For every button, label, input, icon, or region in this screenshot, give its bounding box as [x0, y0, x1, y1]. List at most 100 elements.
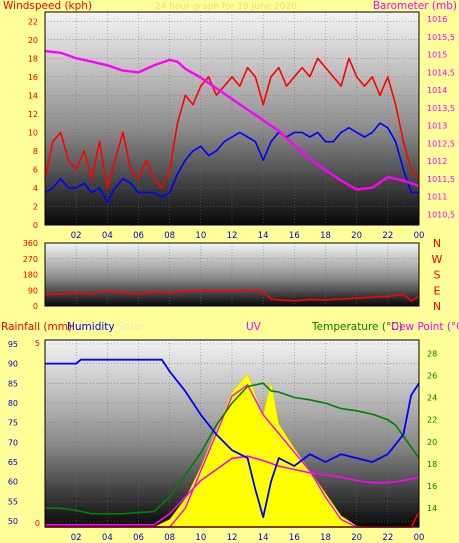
humidity-axis-label: Humidity — [67, 321, 115, 333]
hour-tick-12: 12 — [227, 231, 238, 241]
barometer-tick-1013-5: 1013,5 — [427, 104, 455, 113]
hour-tick-16: 16 — [289, 231, 300, 241]
rainfall-tick-labels: 05 — [35, 339, 40, 528]
barometer-tick-1011-5: 1011,5 — [427, 175, 455, 184]
rainfall-axis-label: Rainfall (mm) — [1, 321, 72, 333]
humidity-tick-75: 75 — [8, 419, 18, 428]
temp-plot-frame — [44, 339, 420, 528]
hour-tick-02: 02 — [71, 533, 82, 543]
barometer-tick-1010-5: 1010,5 — [427, 210, 455, 219]
barometer-tick-1014-5: 1014,5 — [427, 68, 455, 77]
direction-tick-labels: 360 270 180 90 0 — [23, 239, 38, 311]
barometer-tick-1016: 1016 — [427, 15, 447, 24]
barometer-tick-1013: 1013 — [427, 122, 447, 131]
wind-plot-frame — [44, 11, 420, 226]
compass-label-w-1: W — [432, 253, 443, 266]
wind-plot-gridlines — [45, 12, 419, 226]
compass-label-n-4: N — [433, 300, 441, 313]
hour-tick-04: 04 — [102, 533, 113, 543]
windspeed-tick-12: 12 — [28, 110, 38, 119]
hour-tick-02: 02 — [71, 231, 82, 241]
compass-label-s-2: S — [434, 269, 441, 282]
temperature-tick-16: 16 — [427, 482, 437, 491]
direction-plot-frame — [44, 242, 420, 307]
windspeed-tick-6: 6 — [33, 165, 38, 174]
direction-tick-270: 270 — [23, 255, 38, 264]
hour-tick-08: 08 — [164, 533, 175, 543]
hour-tick-10: 10 — [195, 533, 206, 543]
rainfall-tick-5: 5 — [35, 339, 40, 348]
compass-label-e-3: E — [434, 284, 441, 297]
hour-tick-18: 18 — [320, 533, 331, 543]
humidity-tick-95: 95 — [8, 340, 18, 349]
hour-tick-22: 22 — [382, 231, 393, 241]
barometer-tick-1015: 1015 — [427, 51, 447, 60]
dewpoint-axis-label: Dew Point (°C — [391, 321, 459, 333]
temperature-tick-14: 14 — [427, 504, 437, 513]
temperature-tick-24: 24 — [427, 394, 437, 403]
series-dew-point — [45, 455, 420, 526]
series-windspeed — [44, 57, 420, 189]
barometer-tick-1015-5: 1015,5 — [427, 33, 455, 42]
hour-tick-12: 12 — [227, 533, 238, 543]
hour-tick-18: 18 — [320, 231, 331, 241]
barometer-tick-1014: 1014 — [427, 86, 447, 95]
temp-hour-tick-labels: 02 04 06 08 10 12 14 16 18 20 22 00 — [71, 533, 425, 543]
series-humidity — [45, 358, 420, 519]
windspeed-tick-4: 4 — [33, 184, 38, 193]
temperature-tick-28: 28 — [427, 349, 437, 358]
hour-tick-00: 00 — [414, 533, 425, 543]
windspeed-tick-labels: 0 2 4 6 8 10 12 14 16 18 20 22 — [28, 17, 38, 230]
series-wind-direction — [44, 289, 420, 302]
humidity-tick-55: 55 — [8, 497, 18, 506]
hour-tick-16: 16 — [289, 533, 300, 543]
hour-tick-20: 20 — [351, 533, 362, 543]
hour-tick-14: 14 — [258, 231, 269, 241]
series-temperature — [45, 382, 420, 515]
series-average-windspeed — [44, 122, 419, 203]
humidity-tick-70: 70 — [8, 438, 18, 447]
windspeed-tick-0: 0 — [33, 221, 38, 230]
temperature-axis-label: Temperature (°C) — [311, 321, 403, 333]
barometer-axis-label: Barometer (mb) — [373, 0, 457, 12]
barometer-tick-1011: 1011 — [427, 193, 447, 202]
direction-tick-90: 90 — [28, 286, 38, 295]
temperature-tick-20: 20 — [427, 438, 437, 447]
solar-axis-label: Solar — [117, 321, 144, 333]
humidity-tick-60: 60 — [8, 478, 18, 487]
windspeed-tick-18: 18 — [28, 54, 38, 63]
temperature-tick-18: 18 — [427, 460, 437, 469]
humidity-tick-80: 80 — [8, 399, 18, 408]
chart-title: 24 hour graph for 19 June 2020 — [155, 2, 297, 12]
humidity-tick-90: 90 — [8, 360, 18, 369]
humidity-tick-50: 50 — [8, 517, 18, 526]
windspeed-tick-2: 2 — [33, 202, 38, 211]
series-uv — [45, 384, 419, 528]
hour-tick-14: 14 — [258, 533, 269, 543]
humidity-tick-labels: 50 55 60 65 70 75 80 85 90 95 — [8, 340, 18, 526]
hour-tick-22: 22 — [382, 533, 393, 543]
hour-tick-00: 00 — [414, 231, 425, 241]
wind-plot-series — [44, 49, 420, 203]
wind-hour-tick-labels: 02 04 06 08 10 12 14 16 18 20 22 00 — [71, 231, 425, 241]
windspeed-axis-label: Windspeed (kph) — [3, 0, 92, 12]
hour-tick-20: 20 — [351, 231, 362, 241]
barometer-tick-labels: 1010,5 1011 1011,5 1012 1012,5 1013 1013,5 1014… — [427, 15, 455, 219]
windspeed-tick-14: 14 — [28, 91, 38, 100]
hour-tick-08: 08 — [164, 231, 175, 241]
temperature-tick-22: 22 — [427, 416, 437, 425]
rainfall-tick-0: 0 — [35, 519, 40, 528]
barometer-tick-1012-5: 1012,5 — [427, 139, 455, 148]
wind-barometer-chart: Windspeed (kph) 24 hour graph for 19 Jun… — [3, 0, 457, 241]
barometer-tick-1012: 1012 — [427, 157, 447, 166]
humidity-temperature-chart: Rainfall (mm) Humidity Solar UV Temperat… — [1, 321, 459, 543]
direction-plot-series — [44, 289, 420, 302]
direction-tick-360: 360 — [23, 239, 38, 248]
direction-tick-180: 180 — [23, 271, 38, 280]
series-barometer — [44, 49, 420, 191]
hour-tick-06: 06 — [133, 231, 144, 241]
windspeed-tick-22: 22 — [28, 17, 38, 26]
hour-tick-06: 06 — [133, 533, 144, 543]
